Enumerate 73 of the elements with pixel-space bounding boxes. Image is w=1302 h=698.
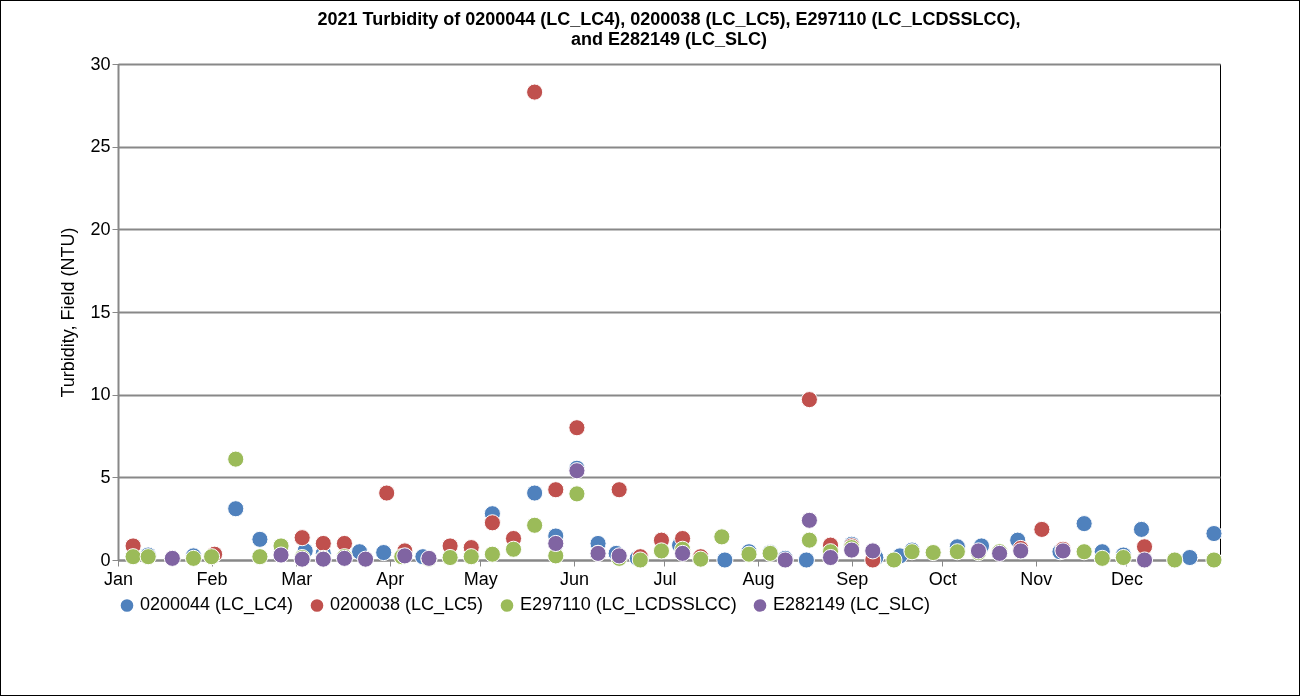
point — [1135, 551, 1154, 569]
point — [357, 550, 375, 568]
x-tick-label: Sep — [836, 568, 869, 589]
point — [462, 548, 480, 566]
y-tick-label: 30 — [90, 53, 111, 74]
point — [1205, 525, 1223, 543]
point — [1075, 543, 1093, 561]
point — [568, 419, 586, 437]
y-tick-label: 5 — [100, 466, 111, 487]
y-tick-label: 15 — [90, 301, 111, 322]
y-tick-label: 25 — [90, 136, 111, 157]
point — [1075, 515, 1093, 533]
x-tick-label: Mar — [281, 568, 313, 589]
x-tick-label: Apr — [376, 568, 405, 589]
point — [504, 540, 523, 558]
point — [800, 531, 818, 549]
x-tick-label: Jan — [103, 568, 134, 589]
point — [924, 544, 942, 562]
point — [526, 516, 544, 534]
point — [375, 544, 393, 562]
point — [526, 83, 544, 101]
point — [1205, 551, 1223, 569]
point — [674, 544, 692, 562]
point — [251, 530, 269, 548]
point — [293, 529, 311, 547]
legend-label: E297110 (LC_LCDSSLCC) — [520, 594, 737, 616]
point — [1093, 549, 1111, 567]
point — [124, 548, 142, 566]
legend-label: 0200044 (LC_LC4) — [140, 594, 294, 616]
point — [821, 548, 840, 567]
point — [526, 484, 544, 502]
point — [547, 481, 565, 499]
x-tick-label: May — [463, 568, 498, 589]
y-tick-label: 20 — [90, 218, 111, 239]
point — [610, 481, 628, 499]
point — [163, 549, 181, 567]
x-tick-label: Nov — [1020, 568, 1053, 589]
point — [948, 543, 966, 561]
x-tick-label: Jun — [559, 568, 589, 589]
point — [483, 545, 501, 563]
point — [227, 450, 245, 468]
point — [1166, 551, 1184, 569]
point — [800, 391, 818, 409]
legend-label: E282149 (LC_SLC) — [773, 594, 931, 616]
point — [568, 485, 586, 503]
y-axis-title: Turbidity, Field (NTU) — [58, 227, 79, 398]
point — [797, 551, 815, 569]
y-tick-label: 10 — [90, 384, 111, 405]
x-tick-label: Dec — [1110, 568, 1143, 589]
x-tick-label: Aug — [742, 568, 775, 589]
point — [251, 548, 269, 566]
point — [652, 542, 671, 560]
y-tick-label: 0 — [100, 549, 111, 570]
point — [1181, 548, 1199, 567]
point — [483, 514, 501, 532]
point — [1132, 520, 1151, 538]
x-tick-label: Oct — [928, 568, 957, 589]
point — [800, 511, 818, 529]
point — [314, 534, 332, 553]
point — [713, 528, 731, 546]
legend-label: 0200038 (LC_LC5) — [330, 594, 484, 616]
point — [378, 484, 396, 502]
point — [864, 542, 882, 560]
point — [272, 546, 290, 564]
point — [885, 551, 903, 569]
point — [227, 500, 245, 518]
point — [1033, 520, 1051, 538]
x-tick-label: Jul — [653, 568, 677, 589]
point — [716, 551, 734, 569]
x-tick-label: Feb — [196, 568, 228, 589]
point — [441, 548, 459, 567]
chart-title: 2021 Turbidity of 0200044 (LC_LC4), 0200038 (LC_LC5), E297110 (LC_LCDSSLCC), and E282149 (LC_SLC) — [317, 9, 1021, 49]
point — [547, 534, 565, 553]
